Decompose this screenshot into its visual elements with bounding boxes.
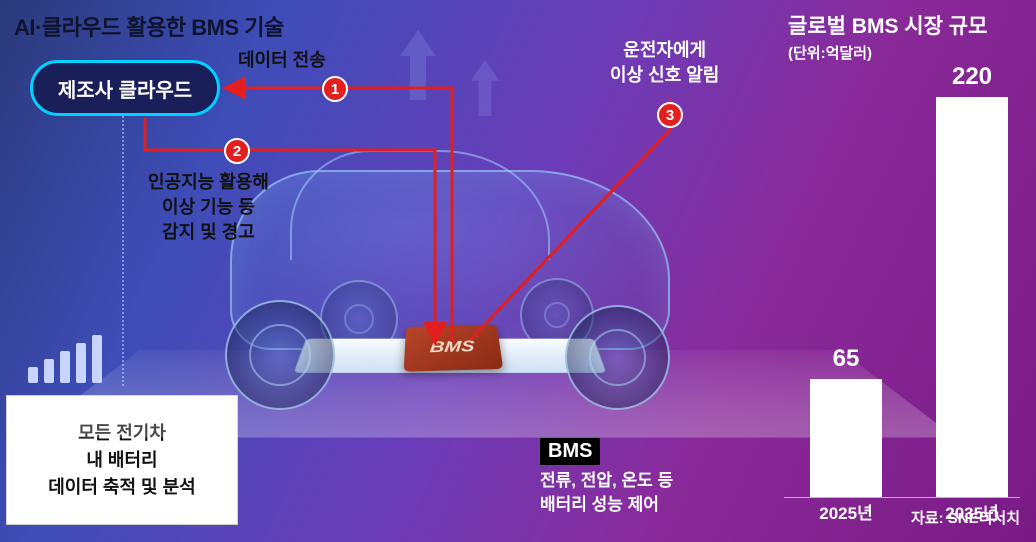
- chart-bar-value: 220: [936, 63, 1008, 91]
- step-badge-1: 1: [322, 76, 348, 102]
- arrow-up-icon: [470, 60, 500, 116]
- chart-area: 65220: [784, 70, 1020, 498]
- bms-caption-desc: 전류, 전압, 온도 등배터리 성능 제어: [540, 469, 673, 517]
- chart-bar: [810, 379, 882, 497]
- bms-caption: BMS 전류, 전압, 온도 등배터리 성능 제어: [540, 438, 673, 517]
- wheel-icon: [225, 300, 335, 410]
- bms-caption-title: BMS: [540, 438, 600, 465]
- arrow-up-icon: [400, 30, 436, 100]
- step2-label: 인공지능 활용해이상 기능 등감지 및 경고: [148, 170, 269, 246]
- dotted-connector: [122, 116, 124, 386]
- chart-bar-value: 65: [810, 345, 882, 373]
- chart-bar-category: 2035년: [936, 499, 1008, 524]
- cloud-pill-label: 제조사 클라우드: [58, 74, 192, 103]
- step-badge-2: 2: [224, 138, 250, 164]
- chart-bar: [936, 97, 1008, 497]
- step1-label: 데이터 전송: [238, 48, 326, 73]
- step3-label: 운전자에게이상 신호 알림: [610, 38, 719, 88]
- chart-bar-category: 2025년: [810, 499, 882, 524]
- chart-title: 글로벌 BMS 시장 규모: [788, 10, 1020, 40]
- wheel-icon: [565, 305, 670, 410]
- chart-unit: (단위:억달러): [788, 42, 1020, 63]
- car-cabin: [290, 150, 550, 260]
- cloud-pill: 제조사 클라우드: [30, 60, 220, 116]
- left-title: AI·클라우드 활용한 BMS 기술: [14, 10, 284, 42]
- bms-chip-label: BMS: [429, 338, 475, 357]
- chart-panel: 글로벌 BMS 시장 규모 (단위:억달러) 65220: [778, 0, 1036, 542]
- bms-chip: BMS: [404, 325, 504, 372]
- signal-icon: [28, 335, 102, 383]
- step-badge-3: 3: [657, 102, 683, 128]
